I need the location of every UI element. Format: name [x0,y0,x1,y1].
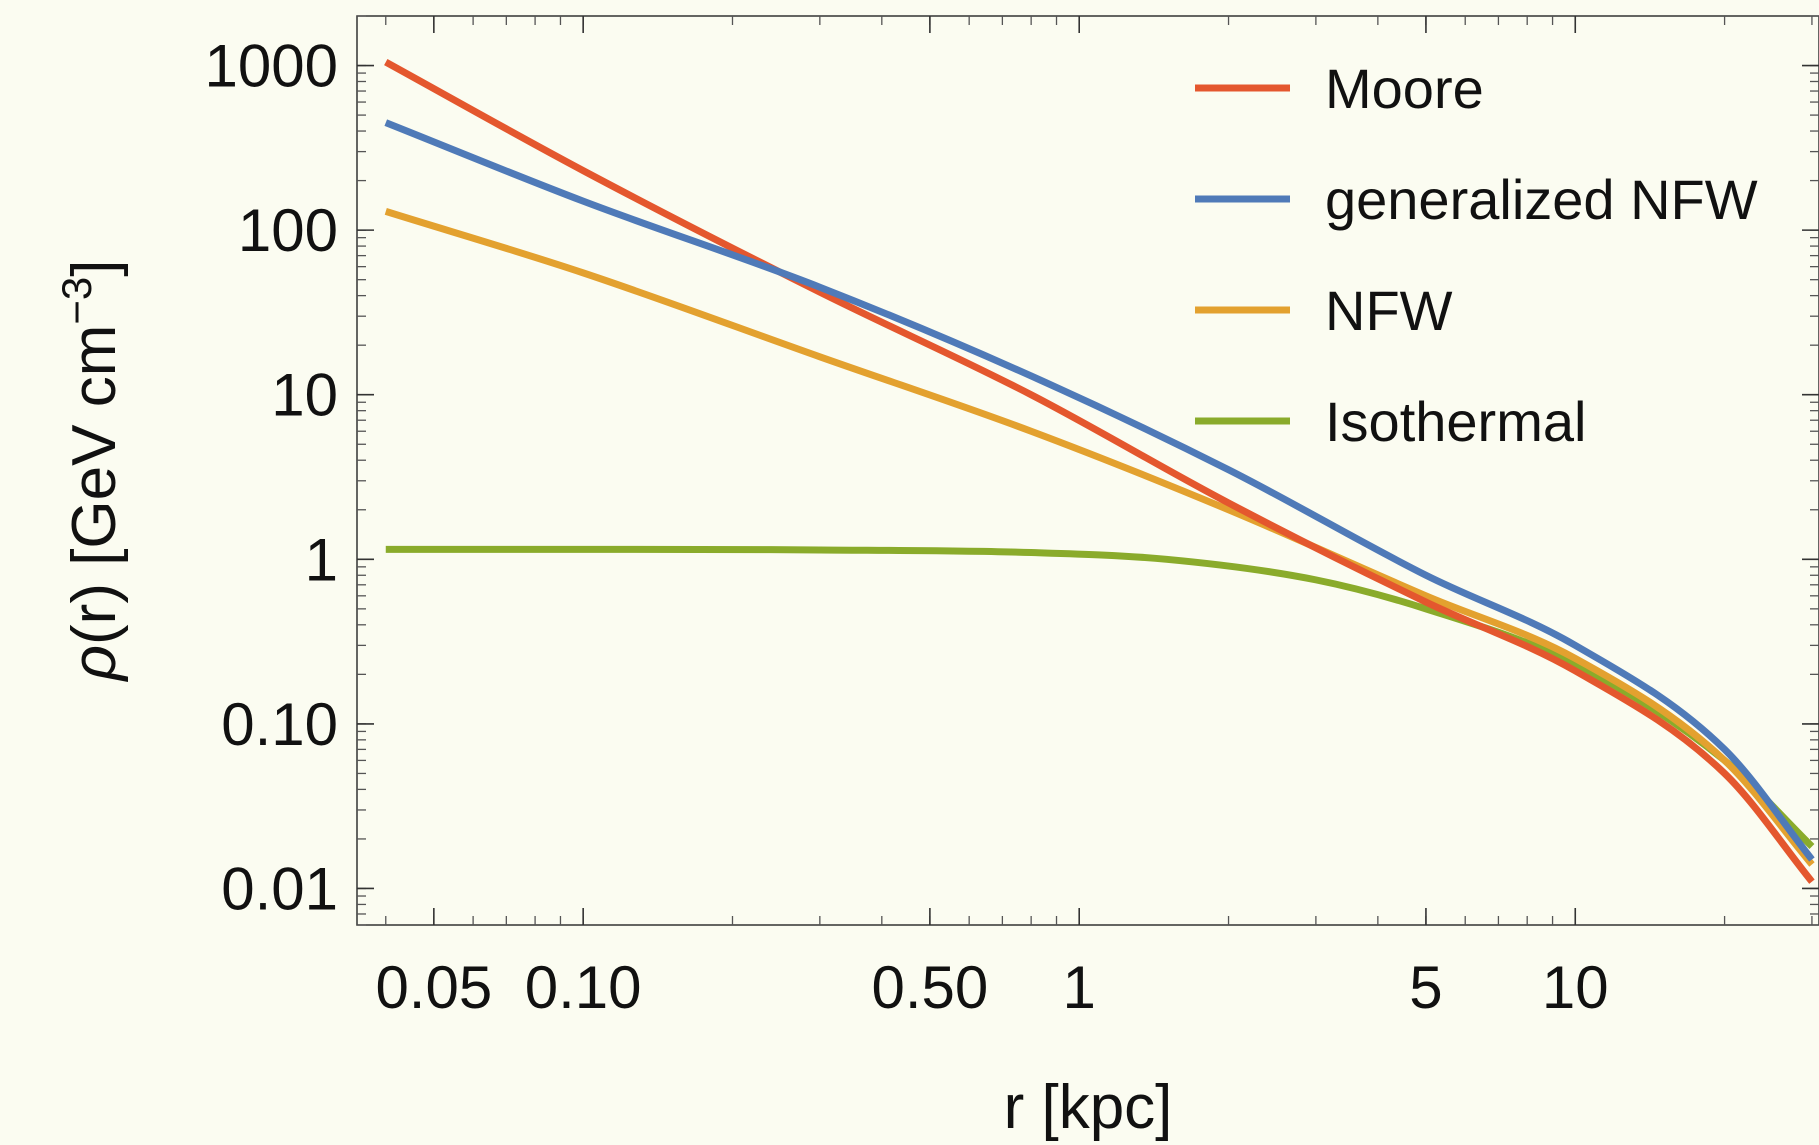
series-line-isothermal [385,545,1815,849]
legend-label-isothermal: Isothermal [1325,390,1586,453]
x-axis-label: r [kpc] [1004,1073,1173,1142]
y-axis-label-symbol: ρ [60,645,129,683]
y-tick-label: 10 [271,362,338,429]
x-tick-label: 0.10 [525,954,642,1021]
series-line-nfw [384,208,1815,867]
y-axis-label: ρ(r) [GeV cm−3] [53,260,129,683]
series-line-moore [384,58,1815,884]
series-line-generalized-nfw [384,119,1815,862]
y-tick-label: 100 [238,197,338,264]
minor-ticks [357,15,1819,926]
y-tick-label: 0.01 [221,855,338,922]
series-lines [384,58,1815,884]
y-tick-labels: 0.01 0.10 1 10 100 1000 [205,33,338,923]
legend-label-nfw: NFW [1325,279,1453,342]
y-axis-label-exponent: −3 [53,277,100,325]
major-ticks [357,16,1819,925]
y-axis-label-close: ] [60,260,129,277]
x-tick-labels: 0.05 0.10 0.50 1 5 10 [375,954,1608,1021]
x-tick-label: 0.50 [871,954,988,1021]
plot-frame [356,15,1819,926]
x-tick-label: 0.05 [375,954,492,1021]
x-tick-label: 1 [1063,954,1096,1021]
legend-label-generalized-nfw: generalized NFW [1325,168,1758,231]
x-tick-label: 5 [1409,954,1442,1021]
legend: Moore generalized NFW NFW Isothermal [1195,57,1758,453]
y-axis-label-text: (r) [GeV cm [60,325,129,645]
y-tick-label: 0.10 [221,691,338,758]
legend-label-moore: Moore [1325,57,1484,120]
y-tick-label: 1000 [205,33,338,100]
x-tick-label: 10 [1542,954,1609,1021]
y-tick-label: 1 [305,526,338,593]
